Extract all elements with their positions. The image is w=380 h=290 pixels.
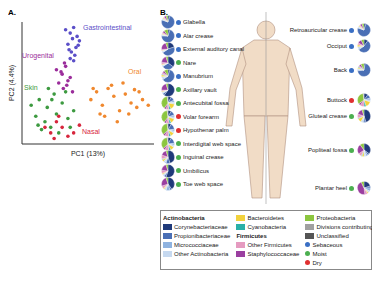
html-text:Back: Back bbox=[333, 67, 347, 73]
html-text:Nare: Nare bbox=[183, 59, 196, 66]
html-text:Buttock: Buttock bbox=[327, 97, 347, 103]
html-text:Staphylococcaceae: Staphylococcaceae bbox=[247, 250, 300, 257]
html-text:Manubrium: Manubrium bbox=[183, 73, 213, 79]
html-text:Proteobacteria: Proteobacteria bbox=[316, 214, 356, 221]
html-text:B.: B. bbox=[160, 8, 168, 17]
html-text:Other Actinobacteria: Other Actinobacteria bbox=[174, 250, 229, 257]
html-text:Retroauricular crease: Retroauricular crease bbox=[289, 27, 347, 33]
html-text:Hypothenar palm: Hypothenar palm bbox=[183, 127, 229, 133]
html-text:Glabella: Glabella bbox=[183, 19, 205, 25]
html-text:Firmicutes: Firmicutes bbox=[236, 232, 267, 239]
html-text:Alar crease: Alar crease bbox=[183, 32, 214, 39]
html-text:Antecubital fossa: Antecubital fossa bbox=[183, 100, 229, 106]
html-text:Micrococciaceae: Micrococciaceae bbox=[174, 241, 219, 248]
html-text:Dry: Dry bbox=[312, 259, 322, 266]
html-text:Corynebacteriaceae: Corynebacteriaceae bbox=[174, 223, 228, 230]
svg-text:PC1 (13%): PC1 (13%) bbox=[71, 150, 105, 158]
html-text:A.: A. bbox=[8, 8, 16, 17]
html-text:Inguinal crease: Inguinal crease bbox=[183, 154, 224, 160]
html-text:Skin: Skin bbox=[24, 84, 38, 91]
html-text:Bacteroidetes: Bacteroidetes bbox=[247, 214, 285, 221]
html-text:Gastrointestinal: Gastrointestinal bbox=[83, 24, 132, 31]
html-text:Sebaceous: Sebaceous bbox=[312, 241, 343, 248]
html-text:External auditory canal: External auditory canal bbox=[183, 46, 244, 52]
html-text:Moist: Moist bbox=[312, 250, 327, 257]
html-text:Popliteal fossa: Popliteal fossa bbox=[308, 147, 347, 153]
html-text:Nasal: Nasal bbox=[82, 128, 100, 135]
html-text:Axillary vault: Axillary vault bbox=[183, 86, 217, 93]
html-text:Interdigital web space: Interdigital web space bbox=[183, 140, 241, 147]
html-text:Oral: Oral bbox=[128, 68, 142, 75]
html-text:Unclassified: Unclassified bbox=[316, 232, 349, 239]
html-text:Urogenital: Urogenital bbox=[22, 52, 54, 59]
html-text:Volar forearm: Volar forearm bbox=[183, 113, 219, 120]
html-text:Actinobacteria: Actinobacteria bbox=[163, 214, 205, 221]
html-text:Other Firmicutes: Other Firmicutes bbox=[247, 241, 292, 248]
html-text:Occiput: Occiput bbox=[326, 43, 347, 49]
svg-text:PC2 (4.4%): PC2 (4.4%) bbox=[8, 65, 16, 101]
html-text:Propionibacteriaceae: Propionibacteriaceae bbox=[174, 232, 231, 239]
html-text:Cyanobacteria: Cyanobacteria bbox=[247, 223, 287, 230]
html-text:Gluteal crease: Gluteal crease bbox=[308, 113, 347, 119]
html-text:Plantar heel: Plantar heel bbox=[315, 185, 347, 191]
html-text:Toe web space: Toe web space bbox=[183, 181, 223, 187]
html-text:Umbilicus: Umbilicus bbox=[183, 167, 209, 174]
